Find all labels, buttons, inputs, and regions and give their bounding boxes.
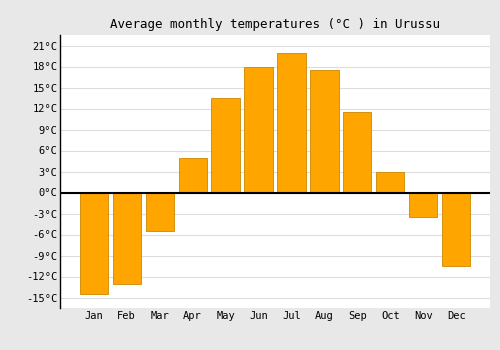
- Bar: [80, 193, 108, 294]
- Bar: [310, 70, 338, 192]
- Bar: [442, 193, 470, 266]
- Bar: [278, 52, 305, 192]
- Bar: [112, 193, 140, 284]
- Bar: [146, 193, 174, 231]
- Bar: [178, 158, 206, 192]
- Title: Average monthly temperatures (°C ) in Urussu: Average monthly temperatures (°C ) in Ur…: [110, 18, 440, 31]
- Bar: [344, 112, 371, 192]
- Bar: [410, 193, 438, 217]
- Bar: [212, 98, 240, 192]
- Bar: [244, 66, 272, 192]
- Bar: [376, 172, 404, 193]
